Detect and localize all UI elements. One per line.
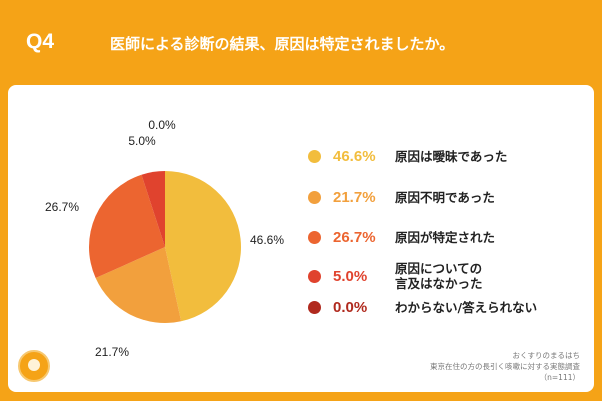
legend-label-1: 原因は曖昧であった <box>395 149 508 164</box>
legend-label-4-line1: 原因についての <box>395 261 483 276</box>
legend-label-2: 原因不明であった <box>395 190 495 205</box>
legend-item-2: 21.7% 原因不明であった <box>308 189 580 206</box>
legend-pct-3: 26.7% <box>333 229 376 246</box>
legend-pct-4: 5.0% <box>333 267 368 285</box>
brand-logo-icon <box>18 350 50 382</box>
slice-label-3: 26.7% <box>45 200 79 214</box>
source-line-2: 東京在住の方の長引く咳嗽に対する実態調査 <box>430 362 580 371</box>
slice-label-1: 46.6% <box>250 233 284 247</box>
legend-item-3: 26.7% 原因が特定された <box>308 229 580 246</box>
legend-pct-5: 0.0% <box>333 299 368 316</box>
pie-slice-3 <box>88 174 165 279</box>
legend-dot-5 <box>308 301 321 314</box>
legend-dot-4 <box>308 269 321 283</box>
legend-item-4: 5.0% 原因についての 言及はなかった <box>308 261 580 291</box>
source-line-3: （n=111） <box>539 373 580 382</box>
legend-dot-1 <box>308 150 321 163</box>
pie-slice-4 <box>141 171 165 247</box>
legend-label-4-line2: 言及はなかった <box>395 276 483 291</box>
question-title: 医師による診断の結果、原因は特定されましたか。 <box>110 35 455 53</box>
legend-item-5: 0.0% わからない/答えられない <box>308 299 580 316</box>
slice-label-5: 0.0% <box>148 118 176 132</box>
pie-chart: 46.6% 21.7% 26.7% 5.0% 0.0% <box>45 118 284 359</box>
legend-pct-2: 21.7% <box>333 189 376 206</box>
legend-pct-1: 46.6% <box>333 148 376 165</box>
question-number: Q4 <box>26 30 55 53</box>
chart-card: 46.6% 21.7% 26.7% 5.0% 0.0% 46.6% 原因は曖昧であった … <box>8 85 594 392</box>
legend-dot-2 <box>308 191 321 204</box>
slice-label-4: 5.0% <box>128 134 156 148</box>
pie-slice-2 <box>95 247 182 323</box>
legend-label-4: 原因についての 言及はなかった <box>395 261 580 291</box>
source-note: おくすりのまるはち 東京在住の方の長引く咳嗽に対する実態調査 （n=111） <box>430 350 580 383</box>
legend-label-3: 原因が特定された <box>395 230 496 245</box>
pie-slice-1 <box>165 171 242 322</box>
legend-item-1: 46.6% 原因は曖昧であった <box>308 148 580 165</box>
source-line-1: おくすりのまるはち <box>512 351 581 360</box>
legend-dot-3 <box>308 231 321 244</box>
slice-label-2: 21.7% <box>95 345 129 359</box>
legend-label-5: わからない/答えられない <box>395 300 538 315</box>
